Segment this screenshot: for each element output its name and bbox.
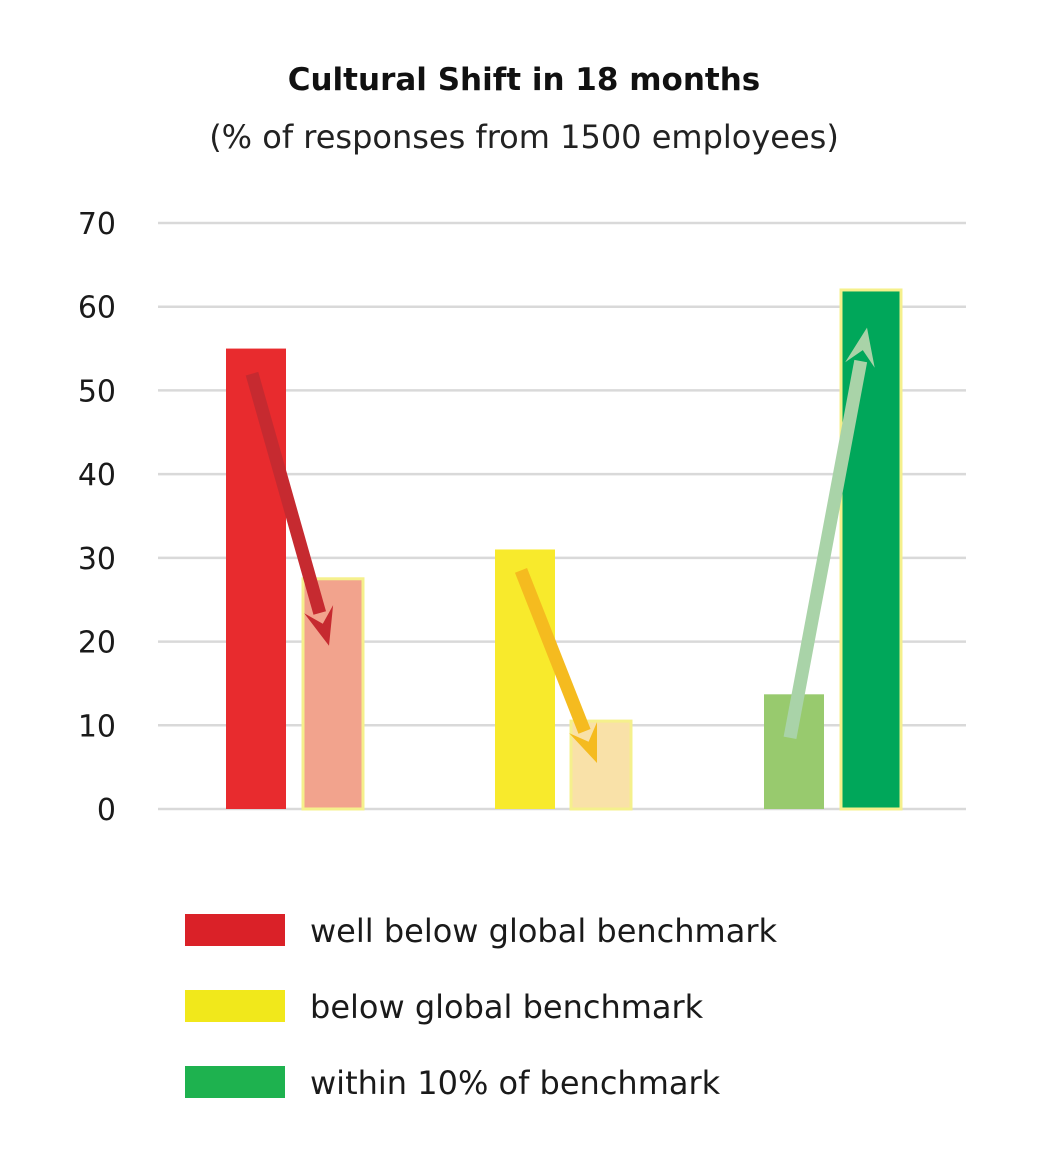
legend: well below global benchmark below global … — [185, 912, 777, 1102]
arrow-shaft — [514, 568, 591, 734]
arrow-well-below — [245, 371, 334, 646]
bar-below-after — [569, 719, 633, 811]
grid — [158, 221, 966, 811]
legend-item: within 10% of benchmark — [185, 1064, 721, 1102]
arrow-within-10 — [783, 327, 875, 740]
chart-subtitle: (% of responses from 1500 employees) — [209, 118, 839, 156]
arrow-head — [845, 327, 875, 368]
legend-swatch — [185, 990, 285, 1022]
bar-well-below-before — [226, 348, 286, 809]
bars — [226, 288, 903, 811]
arrow-shaft — [245, 371, 326, 615]
legend-label: below global benchmark — [310, 988, 704, 1026]
y-tick-label: 0 — [97, 793, 116, 828]
legend-item: below global benchmark — [185, 988, 704, 1026]
arrow-head — [569, 722, 597, 763]
chart-title: Cultural Shift in 18 months — [288, 62, 761, 98]
arrow-below — [514, 568, 597, 763]
y-tick-label: 40 — [78, 458, 116, 493]
y-tick-label: 60 — [78, 291, 116, 326]
y-tick-label: 50 — [78, 374, 116, 409]
legend-item: well below global benchmark — [185, 912, 777, 950]
y-tick-label: 10 — [78, 709, 116, 744]
legend-swatch — [185, 914, 285, 946]
y-axis: 0 10 20 30 40 50 60 70 — [78, 207, 116, 828]
y-tick-label: 20 — [78, 626, 116, 661]
bar-within-10-after — [839, 288, 903, 811]
y-tick-label: 30 — [78, 542, 116, 577]
arrow-head — [304, 605, 334, 646]
legend-swatch — [185, 1066, 285, 1098]
legend-label: well below global benchmark — [310, 912, 777, 950]
bar-well-below-after — [301, 577, 365, 811]
arrow-shaft — [783, 359, 868, 740]
legend-label: within 10% of benchmark — [310, 1064, 721, 1102]
y-tick-label: 70 — [78, 207, 116, 242]
trend-arrows — [245, 327, 875, 763]
